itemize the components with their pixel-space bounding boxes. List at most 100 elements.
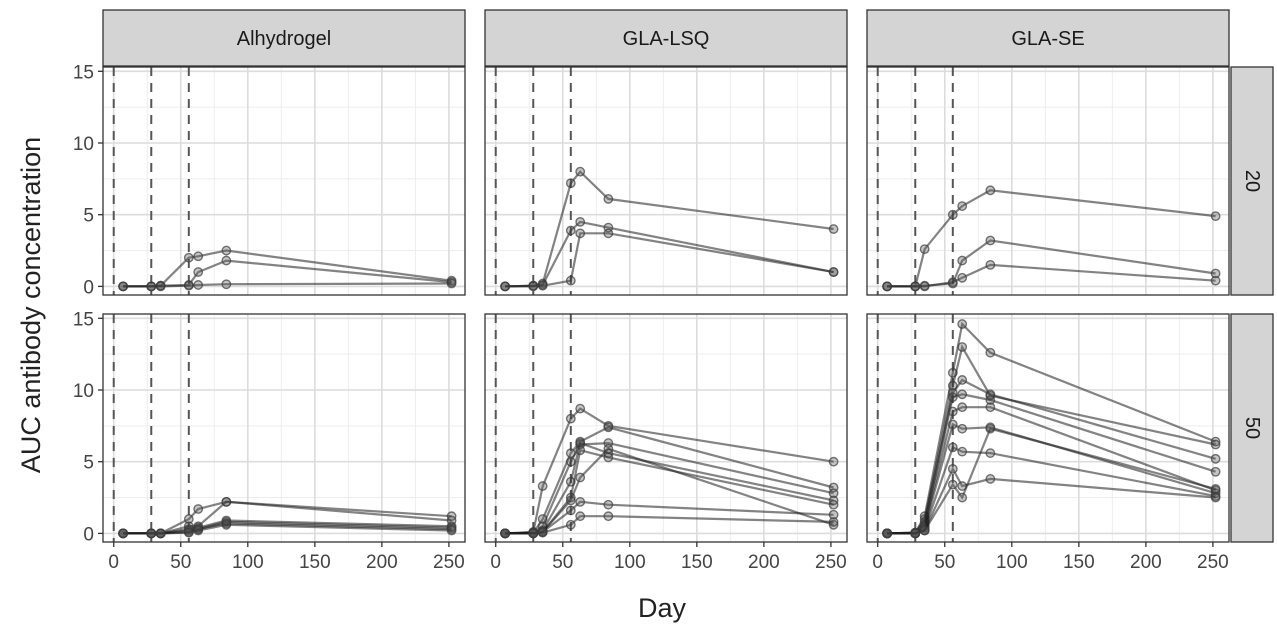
data-point <box>575 403 586 414</box>
data-point <box>985 235 996 246</box>
data-point <box>1210 453 1221 464</box>
panel-background <box>103 67 465 295</box>
x-tick-label: 200 <box>748 552 780 573</box>
data-point <box>446 278 457 289</box>
data-point <box>565 495 576 506</box>
data-point <box>985 474 996 484</box>
data-point <box>882 528 893 539</box>
data-point <box>957 492 968 503</box>
data-point <box>910 528 921 539</box>
data-point <box>1210 439 1221 450</box>
panel-0 <box>102 66 466 296</box>
x-tick-label: 50 <box>552 552 573 573</box>
y-tick-label: 15 <box>73 309 94 330</box>
data-point <box>603 511 614 522</box>
row-strip-1 <box>1230 313 1274 543</box>
data-point <box>575 511 586 522</box>
data-point <box>193 504 204 514</box>
panel-background <box>867 67 1229 295</box>
panel-5 <box>866 313 1230 543</box>
data-point <box>603 499 614 510</box>
data-point <box>985 402 996 413</box>
data-point <box>575 438 586 448</box>
data-point <box>221 279 232 290</box>
col-strip-label-1: GLA-LSQ <box>623 28 710 50</box>
data-point <box>193 280 204 290</box>
data-point <box>603 422 614 433</box>
data-point <box>537 481 548 491</box>
data-point <box>828 267 839 277</box>
data-point <box>985 395 996 405</box>
data-point <box>565 456 576 467</box>
x-tick-label: 150 <box>299 552 331 573</box>
data-point <box>882 281 893 292</box>
data-point <box>575 216 586 227</box>
panel-border <box>866 313 1230 543</box>
data-point <box>985 347 996 358</box>
y-tick-label: 5 <box>83 206 94 227</box>
data-point <box>565 178 576 189</box>
data-point <box>1210 275 1221 286</box>
data-point <box>957 423 968 434</box>
data-point <box>947 419 958 430</box>
data-point <box>603 228 614 239</box>
panel-background <box>485 67 847 295</box>
data-point <box>947 209 958 220</box>
col-strip-2 <box>866 9 1230 67</box>
panel-border <box>484 66 848 296</box>
panel-border <box>484 313 848 543</box>
data-point <box>828 499 839 510</box>
x-tick-label: 100 <box>614 552 646 573</box>
y-tick-label: 15 <box>73 62 94 83</box>
data-point <box>985 185 996 196</box>
data-point <box>957 375 968 385</box>
data-point <box>183 280 194 291</box>
panel-3 <box>102 313 466 543</box>
series-line-7 <box>505 515 834 535</box>
y-tick-label: 0 <box>83 524 94 545</box>
row-strip-label-0: 20 <box>1241 170 1263 192</box>
series-line-8 <box>887 427 1216 535</box>
data-point <box>603 452 614 463</box>
data-point <box>183 252 194 263</box>
data-point <box>500 528 511 539</box>
data-point <box>1210 268 1221 279</box>
data-point <box>221 255 232 266</box>
x-tick-label: 200 <box>1130 552 1162 573</box>
data-point <box>565 275 576 286</box>
panel-border <box>866 66 1230 296</box>
panel-2 <box>866 66 1230 296</box>
col-strip-1 <box>484 9 848 67</box>
data-point <box>828 488 839 499</box>
data-point <box>919 281 930 292</box>
data-point <box>221 245 232 256</box>
x-tick-label: 250 <box>815 552 847 573</box>
data-point <box>155 281 166 292</box>
data-point <box>565 225 576 236</box>
y-axis-title: AUC antibody concentration <box>16 137 46 473</box>
x-tick-label: 50 <box>170 552 191 573</box>
data-point <box>828 509 839 520</box>
data-point <box>985 448 996 458</box>
data-point <box>957 255 968 266</box>
y-tick-label: 10 <box>73 134 94 155</box>
data-point <box>575 445 586 456</box>
series-line-2 <box>887 263 1216 288</box>
y-tick-label: 10 <box>73 381 94 402</box>
data-point <box>221 496 232 507</box>
x-tick-label: 100 <box>232 552 264 573</box>
data-point <box>146 281 157 292</box>
data-point <box>947 277 958 287</box>
data-point <box>183 514 194 524</box>
data-point <box>565 505 576 516</box>
col-strip-0 <box>102 9 466 67</box>
x-tick-label: 50 <box>934 552 955 573</box>
data-point <box>957 201 968 211</box>
data-point <box>957 446 968 457</box>
data-point <box>575 166 586 177</box>
data-point <box>575 496 586 507</box>
data-point <box>146 528 157 539</box>
data-point <box>603 194 614 204</box>
data-point <box>193 251 204 262</box>
